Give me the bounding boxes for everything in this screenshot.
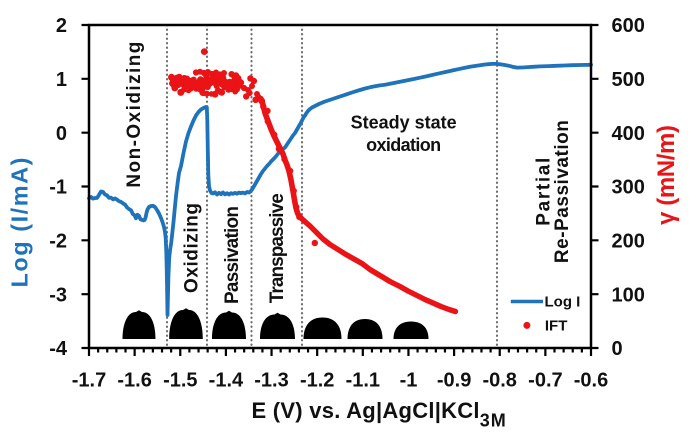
svg-text:600: 600 <box>612 15 645 37</box>
svg-text:300: 300 <box>612 177 645 199</box>
svg-text:500: 500 <box>612 69 645 91</box>
svg-text:γ (mN/m): γ (mN/m) <box>653 125 680 225</box>
svg-text:-0.9: -0.9 <box>437 369 471 391</box>
svg-text:400: 400 <box>612 123 645 145</box>
svg-text:-1.5: -1.5 <box>163 369 197 391</box>
svg-text:-1.1: -1.1 <box>346 369 380 391</box>
svg-text:IFT: IFT <box>545 318 568 335</box>
svg-text:Steady state: Steady state <box>351 113 457 133</box>
svg-text:Re-Passivation: Re-Passivation <box>552 120 573 263</box>
svg-text:-3: -3 <box>49 284 67 306</box>
svg-text:-1.7: -1.7 <box>72 369 106 391</box>
svg-text:Log (I/mA): Log (I/mA) <box>6 158 32 288</box>
svg-text:-1.3: -1.3 <box>254 369 288 391</box>
svg-text:1: 1 <box>56 69 67 91</box>
svg-text:-0.7: -0.7 <box>528 369 562 391</box>
svg-text:Oxidizing: Oxidizing <box>182 203 203 293</box>
svg-text:-1.6: -1.6 <box>117 369 151 391</box>
svg-text:-0.6: -0.6 <box>574 369 608 391</box>
svg-text:0: 0 <box>612 338 623 360</box>
svg-text:-1.4: -1.4 <box>209 369 244 391</box>
svg-text:Non-Oxidizing: Non-Oxidizing <box>124 42 145 188</box>
svg-text:oxidation: oxidation <box>366 135 441 155</box>
svg-text:-0.8: -0.8 <box>482 369 516 391</box>
svg-text:100: 100 <box>612 284 645 306</box>
svg-text:Log I: Log I <box>545 294 581 311</box>
svg-text:-4: -4 <box>49 338 68 360</box>
svg-text:2: 2 <box>56 15 67 37</box>
svg-text:Transpassive: Transpassive <box>267 193 288 303</box>
svg-text:-1: -1 <box>400 369 418 391</box>
svg-text:-1.2: -1.2 <box>300 369 334 391</box>
svg-text:Passivation: Passivation <box>222 206 243 304</box>
svg-text:0: 0 <box>56 123 67 145</box>
svg-text:-2: -2 <box>49 230 67 252</box>
svg-text:E (V) vs. Ag|AgCl|KCl3M: E (V) vs. Ag|AgCl|KCl3M <box>252 398 506 431</box>
svg-text:-1: -1 <box>49 177 67 199</box>
svg-text:200: 200 <box>612 230 645 252</box>
